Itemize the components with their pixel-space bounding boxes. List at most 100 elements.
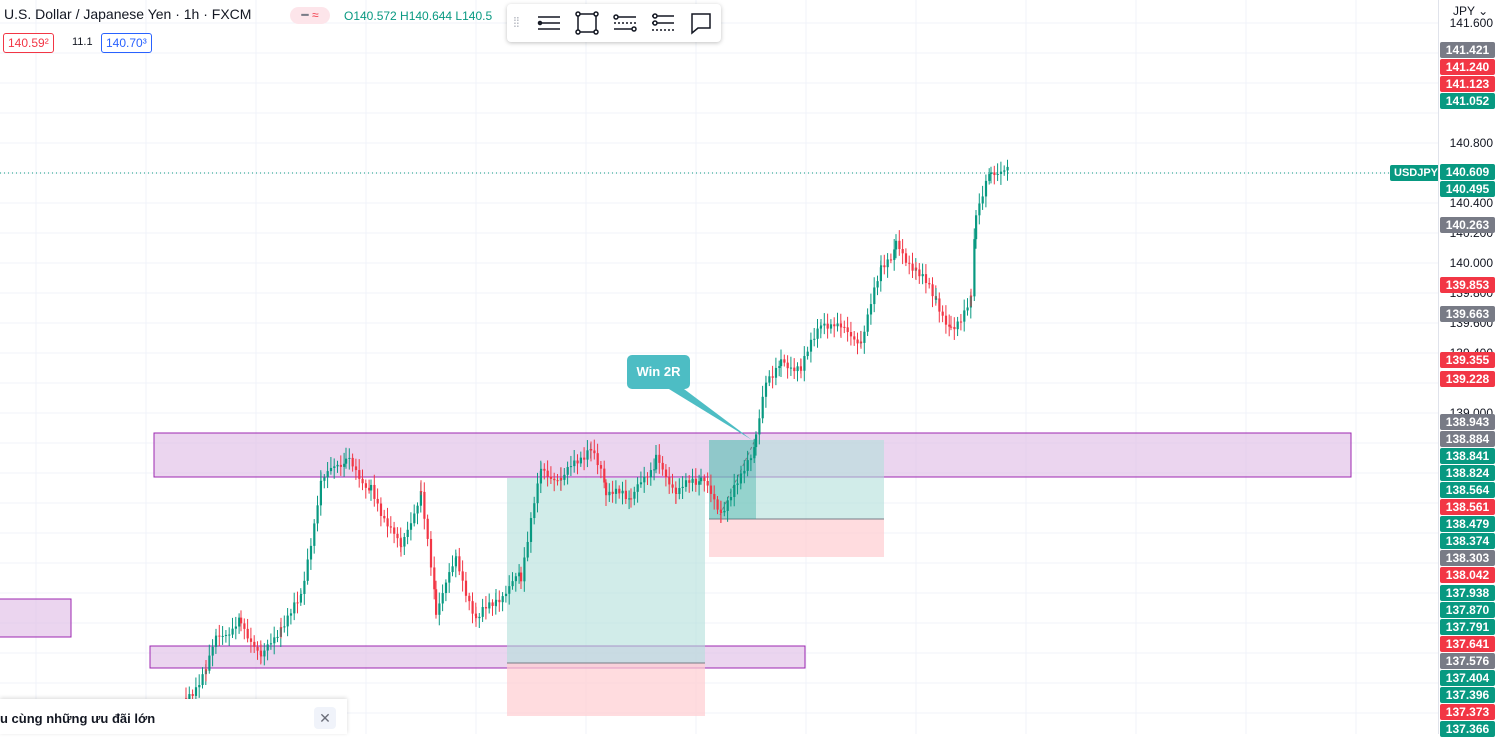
candle-body <box>740 473 743 475</box>
candle-body <box>208 655 211 671</box>
candle-body <box>941 311 944 316</box>
market-status-badge[interactable]: ━ ≈ <box>290 7 330 24</box>
candle-body <box>300 593 303 596</box>
candle-body <box>713 493 716 500</box>
candle-body <box>826 323 829 329</box>
horizontal-lines-icon[interactable] <box>535 9 563 37</box>
candle-body <box>726 500 729 511</box>
candle-body <box>681 486 684 488</box>
candle-body <box>636 484 639 492</box>
candle-body <box>691 478 694 483</box>
price-badge: 138.561 <box>1440 499 1495 516</box>
drag-handle-icon[interactable]: ⁞⁞ <box>513 14 520 30</box>
candle-body <box>475 616 478 619</box>
candle-body <box>866 314 869 332</box>
price-scale[interactable]: JPY ⌄ 141.800141.600140.800140.400140.20… <box>1438 0 1495 737</box>
candle-body <box>880 265 883 268</box>
buy-button[interactable]: 140.70³ <box>101 33 152 53</box>
price-badge: 138.042 <box>1440 567 1495 584</box>
candle-body <box>403 536 406 547</box>
candle-body <box>420 491 423 493</box>
candle-body <box>823 323 826 326</box>
long-position-profit-2[interactable] <box>709 440 884 519</box>
candle-body <box>873 287 876 305</box>
price-badge: 138.479 <box>1440 516 1495 533</box>
candle-body <box>783 359 786 363</box>
currency-selector[interactable]: JPY ⌄ <box>1453 4 1489 18</box>
long-position-profit-1[interactable] <box>507 478 705 663</box>
candle-body <box>383 515 386 519</box>
candle-body <box>228 634 231 636</box>
candle-body <box>840 326 843 328</box>
candle-body <box>435 589 438 615</box>
candle-body <box>996 173 999 176</box>
rectangle-icon[interactable] <box>573 9 601 37</box>
left-zone[interactable] <box>0 598 72 638</box>
drawings[interactable] <box>0 432 1352 716</box>
candle-body <box>675 492 678 494</box>
candle-body <box>988 174 991 181</box>
settings-lines-icon[interactable] <box>649 9 677 37</box>
candle-body <box>950 326 953 328</box>
candle-body <box>816 328 819 339</box>
candle-body <box>646 476 649 478</box>
candle-body <box>611 491 614 494</box>
candle-body <box>243 623 246 629</box>
candle-body <box>633 491 636 499</box>
candle-body <box>723 510 726 513</box>
candle-body <box>501 596 504 603</box>
close-icon[interactable]: ✕ <box>314 707 336 729</box>
candle-body <box>343 463 346 467</box>
candle-body <box>596 453 599 466</box>
candle-body <box>856 339 859 344</box>
candle-body <box>709 485 713 494</box>
price-badge: 141.240 <box>1440 59 1495 76</box>
support-zone[interactable] <box>149 645 806 669</box>
candle-body <box>498 599 501 603</box>
candle-body <box>316 505 319 524</box>
candle-body <box>599 465 603 469</box>
candle-body <box>560 477 563 480</box>
candle-body <box>624 490 627 500</box>
win-2r-callout[interactable]: Win 2R <box>627 355 690 389</box>
candle-body <box>280 627 283 629</box>
candle-body <box>205 669 208 671</box>
symbol-title[interactable]: U.S. Dollar / Japanese Yen · 1h · FXCM <box>4 6 252 22</box>
candle-body <box>618 488 621 494</box>
price-badge: 137.396 <box>1440 686 1495 703</box>
candle-body <box>768 376 771 383</box>
candle-body <box>543 468 546 471</box>
candle-body <box>518 572 521 577</box>
candle-body <box>586 450 589 460</box>
candle-body <box>876 281 879 288</box>
drawing-toolbar: ⁞⁞ <box>507 4 721 42</box>
long-position-loss-1[interactable] <box>507 663 705 716</box>
candle-body <box>423 491 426 519</box>
candle-body <box>511 581 514 587</box>
chart-pane[interactable]: Win 2R U.S. Dollar / Japanese Yen · 1h ·… <box>0 0 1443 734</box>
comment-icon[interactable] <box>687 9 715 37</box>
candle-body <box>293 602 296 614</box>
long-position-loss-2[interactable] <box>709 519 884 557</box>
price-badge: 137.641 <box>1440 635 1495 652</box>
candle-body <box>576 460 579 464</box>
candle-body <box>458 556 461 572</box>
candle-body <box>608 491 611 496</box>
candle-body <box>843 326 846 328</box>
price-badge: 141.123 <box>1440 76 1495 93</box>
candle-body <box>351 457 354 467</box>
candle-body <box>583 457 586 460</box>
candle-body <box>514 576 517 582</box>
sell-button[interactable]: 140.59² <box>3 33 54 53</box>
candle-body <box>289 613 293 616</box>
candle-body <box>286 615 289 627</box>
candle-body <box>364 483 367 488</box>
long-short-icon[interactable] <box>611 9 639 37</box>
chart-canvas[interactable] <box>0 0 1438 734</box>
candle-body <box>336 464 339 467</box>
spread-value: 11.1 <box>72 36 93 48</box>
candle-body <box>655 454 658 470</box>
candle-body <box>269 643 273 645</box>
promo-banner[interactable]: u cùng những ưu đãi lớn ✕ <box>0 699 347 734</box>
candle-body <box>406 529 409 537</box>
